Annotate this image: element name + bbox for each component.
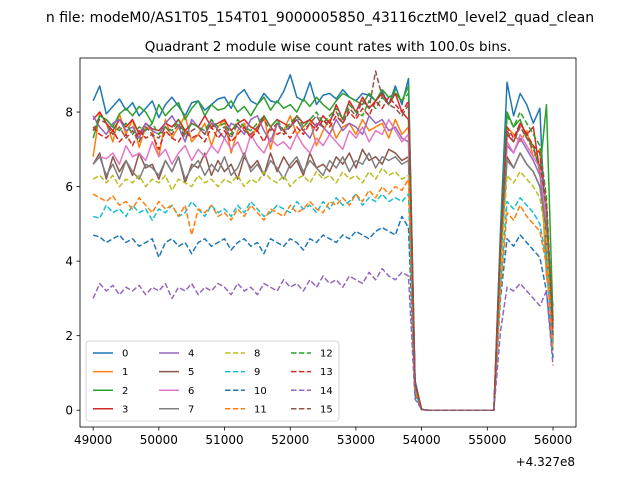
legend-label-11: 11 xyxy=(254,404,267,415)
plot-area xyxy=(92,70,554,411)
x-tick-label: 52000 xyxy=(271,433,309,447)
x-tick-label: 49000 xyxy=(74,433,112,447)
legend-label-5: 5 xyxy=(188,367,194,378)
legend-label-13: 13 xyxy=(320,367,333,378)
legend-label-8: 8 xyxy=(254,349,260,360)
legend-label-7: 7 xyxy=(188,404,194,415)
y-tick-label: 4 xyxy=(65,254,73,268)
legend-label-2: 2 xyxy=(122,386,128,397)
legend-label-12: 12 xyxy=(320,349,333,360)
y-tick-label: 2 xyxy=(65,329,73,343)
series-line-15 xyxy=(92,70,554,411)
x-tick-label: 53000 xyxy=(337,433,375,447)
x-axis-offset-label: +4.327e8 xyxy=(516,455,575,469)
y-tick-label: 6 xyxy=(65,180,73,194)
x-tick-label: 56000 xyxy=(534,433,572,447)
y-tick-label: 0 xyxy=(65,404,73,418)
legend-label-10: 10 xyxy=(254,386,267,397)
figure-suptitle: n file: modeM0/AS1T05_154T01_9000005850_… xyxy=(46,10,594,26)
x-tick-label: 55000 xyxy=(468,433,506,447)
y-tick-label: 8 xyxy=(65,105,73,119)
legend-label-0: 0 xyxy=(122,349,128,360)
axes-frame xyxy=(79,57,577,428)
series-lines xyxy=(92,70,554,411)
legend-label-9: 9 xyxy=(254,367,260,378)
x-tick-label: 54000 xyxy=(403,433,441,447)
legend-label-1: 1 xyxy=(122,367,128,378)
x-tick-label: 51000 xyxy=(205,433,243,447)
axes: 49000 50000 51000 52000 53000 54000 55000 56000… xyxy=(65,57,577,447)
legend-label-15: 15 xyxy=(320,404,333,415)
legend-label-6: 6 xyxy=(188,386,194,397)
legend-label-4: 4 xyxy=(188,349,194,360)
chart-title: Quadrant 2 module wise count rates with … xyxy=(145,39,511,55)
legend-label-3: 3 xyxy=(122,404,128,415)
legend-label-14: 14 xyxy=(320,386,333,397)
series-line-14 xyxy=(92,267,554,411)
legend-frame xyxy=(85,340,340,422)
series-line-8 xyxy=(92,167,554,411)
x-tick-label: 50000 xyxy=(140,433,178,447)
